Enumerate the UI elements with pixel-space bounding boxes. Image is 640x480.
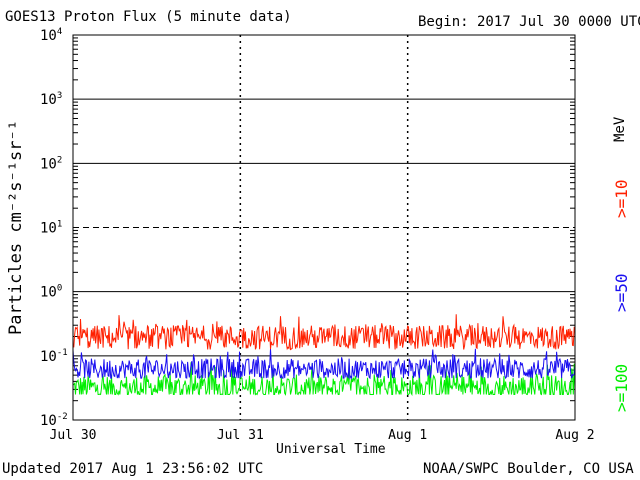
series-line: [72, 314, 576, 351]
unit-label: MeV: [612, 116, 628, 142]
legend-series-100: >=100: [612, 363, 631, 412]
grid-lines: [73, 35, 575, 420]
updated-timestamp: Updated 2017 Aug 1 23:56:02 UTC: [2, 461, 264, 477]
x-tick-label: Jul 30: [50, 428, 97, 443]
y-tick-labels: 10-2 10-1 100 101 102 103 104: [40, 27, 68, 429]
y-tick-label: 102: [40, 155, 62, 172]
y-tick-label: 101: [40, 220, 62, 237]
x-tick-labels: Jul 30 Jul 31 Aug 1 Aug 2: [50, 428, 595, 443]
begin-time: Begin: 2017 Jul 30 0000 UTC: [418, 14, 640, 30]
legend-series-10: >=10: [612, 179, 631, 218]
x-tick-label: Aug 2: [555, 428, 594, 443]
y-axis-label: Particles cm⁻²s⁻¹sr⁻¹: [6, 120, 26, 335]
legend-series-50: >=50: [612, 273, 631, 312]
x-tick-label: Aug 1: [388, 428, 427, 443]
series-lines: [72, 314, 576, 397]
y-tick-label: 100: [40, 284, 62, 301]
x-tick-label: Jul 31: [217, 428, 264, 443]
y-tick-label: 103: [40, 91, 62, 108]
credit-text: NOAA/SWPC Boulder, CO USA: [423, 461, 634, 477]
y-tick-label: 104: [40, 27, 62, 44]
x-axis-label: Universal Time: [276, 442, 386, 457]
y-tick-label: 10-1: [40, 348, 68, 365]
series-line: [72, 348, 576, 381]
chart-title: GOES13 Proton Flux (5 minute data): [5, 9, 292, 25]
series-line: [72, 362, 576, 397]
y-tick-label: 10-2: [40, 412, 68, 429]
plot-frame: [72, 34, 576, 421]
